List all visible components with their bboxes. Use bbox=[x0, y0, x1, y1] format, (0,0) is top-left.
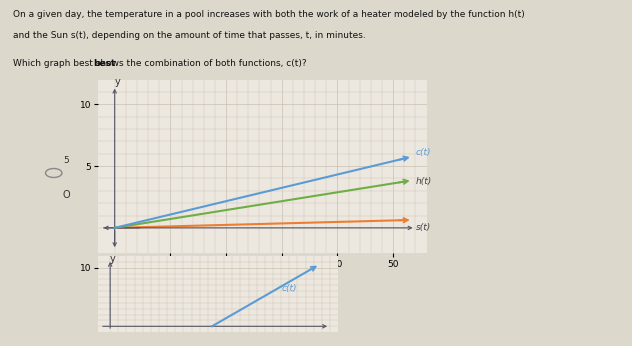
Text: and the Sun s(t), depending on the amount of time that passes, t, in minutes.: and the Sun s(t), depending on the amoun… bbox=[13, 31, 365, 40]
Text: h(t): h(t) bbox=[415, 177, 432, 186]
Text: best: best bbox=[93, 59, 115, 68]
Text: 5: 5 bbox=[63, 156, 70, 165]
Text: c(t): c(t) bbox=[281, 284, 296, 293]
Text: s(t): s(t) bbox=[415, 223, 431, 232]
Text: y: y bbox=[114, 77, 120, 87]
Text: O: O bbox=[63, 191, 70, 200]
Text: c(t): c(t) bbox=[415, 148, 431, 157]
Text: Which graph best shows the combination of both functions, c(t)?: Which graph best shows the combination o… bbox=[13, 59, 307, 68]
Text: y: y bbox=[109, 254, 115, 264]
Text: On a given day, the temperature in a pool increases with both the work of a heat: On a given day, the temperature in a poo… bbox=[13, 10, 525, 19]
